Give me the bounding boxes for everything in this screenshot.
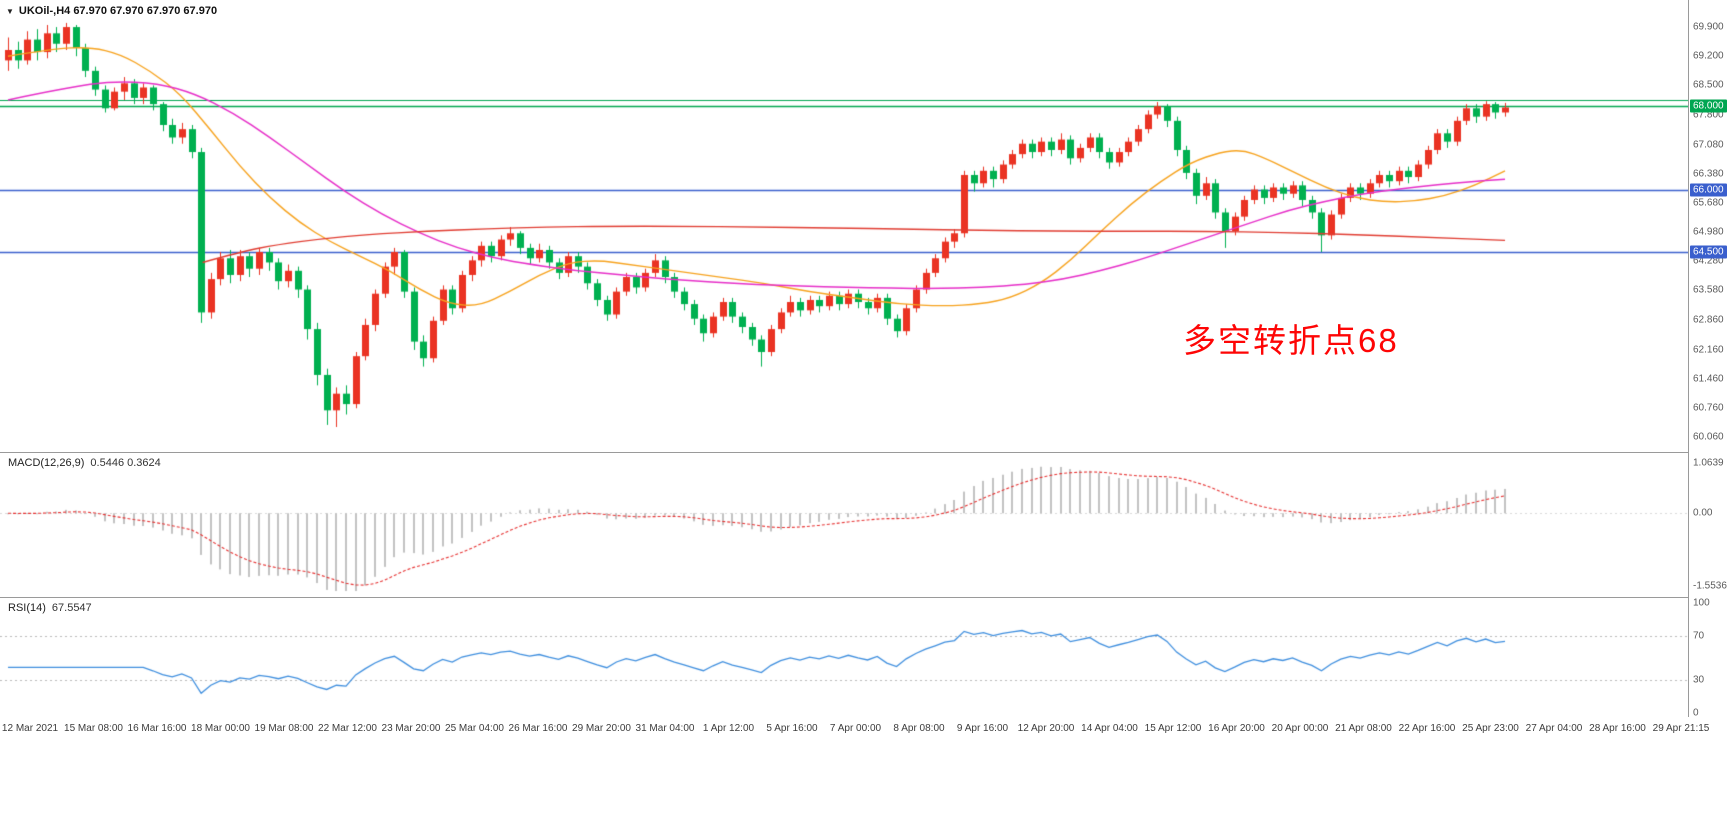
macd-axis-label: 1.0639 [1693, 457, 1724, 469]
price-line-badge: 68.000 [1690, 99, 1727, 113]
macd-axis-label: -1.5536 [1693, 580, 1727, 592]
time-axis-label: 25 Mar 04:00 [445, 723, 504, 734]
macd-axis-label: 0.00 [1693, 507, 1713, 519]
time-axis-label: 16 Mar 16:00 [127, 723, 187, 734]
price-line-badge: 66.000 [1690, 183, 1727, 197]
time-axis-label: 15 Mar 08:00 [64, 723, 123, 734]
time-axis-label: 16 Apr 20:00 [1208, 723, 1265, 734]
price-axis-label: 62.160 [1693, 344, 1724, 356]
time-axis-label: 31 Mar 04:00 [635, 723, 695, 734]
chart-plot-canvas[interactable] [0, 0, 1688, 740]
rsi-indicator-label: RSI(14) 67.5547 [8, 602, 92, 614]
time-axis-label: 25 Apr 23:00 [1462, 723, 1519, 734]
time-axis-label: 19 Mar 08:00 [254, 723, 314, 734]
time-axis-label: 22 Apr 16:00 [1398, 723, 1456, 734]
time-axis-label: 12 Mar 2021 [1, 723, 59, 734]
price-axis-label: 68.500 [1693, 79, 1724, 91]
price-axis-divider [1688, 0, 1689, 740]
time-axis[interactable]: 12 Mar 2021 15 Mar 08:00 16 Mar 16:00 18 Ma… [0, 717, 1732, 743]
rsi-axis-label: 30 [1693, 674, 1705, 686]
price-axis-label: 69.200 [1693, 50, 1724, 62]
macd-indicator-label: MACD(12,26,9) 0.5446 0.3624 [8, 457, 161, 469]
time-axis-label: 1 Apr 12:00 [702, 723, 755, 734]
time-axis-label: 22 Mar 12:00 [318, 723, 377, 734]
time-axis-label: 7 Apr 00:00 [829, 723, 882, 734]
price-axis-label: 60.760 [1693, 402, 1724, 414]
time-axis-label: 18 Mar 00:00 [191, 723, 250, 734]
price-line-badge: 64.500 [1690, 245, 1727, 259]
price-axis[interactable]: 69.900 69.200 68.500 67.800 67.080 66.380 65.6… [1689, 0, 1732, 740]
panel-divider-main-macd[interactable] [0, 452, 1732, 453]
price-axis-label: 62.860 [1693, 314, 1724, 326]
macd-values: 0.5446 0.3624 [90, 457, 161, 469]
rsi-value: 67.5547 [51, 602, 92, 614]
price-axis-label: 64.980 [1693, 226, 1724, 238]
rsi-axis-label: 0 [1693, 707, 1699, 719]
price-axis-label: 67.080 [1693, 139, 1724, 151]
symbol-ohlc-text: UKOil-,H4 67.970 67.970 67.970 67.970 [18, 5, 218, 17]
time-axis-label: 12 Apr 20:00 [1017, 723, 1075, 734]
price-axis-label: 63.580 [1693, 284, 1724, 296]
symbol-ohlc-label: ▼ UKOil-,H4 67.970 67.970 67.970 67.970 [6, 5, 217, 17]
price-axis-label: 64.280 [1693, 255, 1724, 267]
price-axis-label: 69.900 [1693, 21, 1724, 33]
time-axis-label: 5 Apr 16:00 [766, 723, 818, 734]
macd-name: MACD(12,26,9) [8, 457, 85, 469]
time-axis-label: 23 Mar 20:00 [381, 723, 441, 734]
chart-annotation-text[interactable]: 多空转折点68 [1183, 322, 1399, 359]
price-axis-label: 65.680 [1693, 197, 1724, 209]
time-axis-label: 26 Mar 16:00 [508, 723, 568, 734]
time-axis-label: 27 Apr 04:00 [1525, 723, 1583, 734]
rsi-name: RSI(14) [8, 602, 46, 614]
price-axis-label: 66.380 [1693, 168, 1724, 180]
price-axis-label: 61.460 [1693, 373, 1724, 385]
time-axis-label: 29 Apr 21:15 [1652, 723, 1710, 734]
time-axis-label: 15 Apr 12:00 [1144, 723, 1202, 734]
time-axis-label: 14 Apr 04:00 [1081, 723, 1138, 734]
price-axis-label: 67.800 [1693, 109, 1724, 121]
price-axis-label: 60.060 [1693, 431, 1724, 443]
time-axis-label: 21 Apr 08:00 [1335, 723, 1392, 734]
time-axis-label: 9 Apr 16:00 [956, 723, 1009, 734]
chart-expand-icon[interactable]: ▼ [6, 6, 14, 16]
rsi-axis-label: 100 [1693, 597, 1710, 609]
rsi-axis-label: 70 [1693, 630, 1705, 642]
panel-divider-macd-rsi[interactable] [0, 597, 1732, 598]
time-axis-label: 28 Apr 16:00 [1589, 723, 1646, 734]
time-axis-label: 29 Mar 20:00 [572, 723, 631, 734]
time-axis-label: 20 Apr 00:00 [1271, 723, 1329, 734]
time-axis-label: 8 Apr 08:00 [893, 723, 945, 734]
